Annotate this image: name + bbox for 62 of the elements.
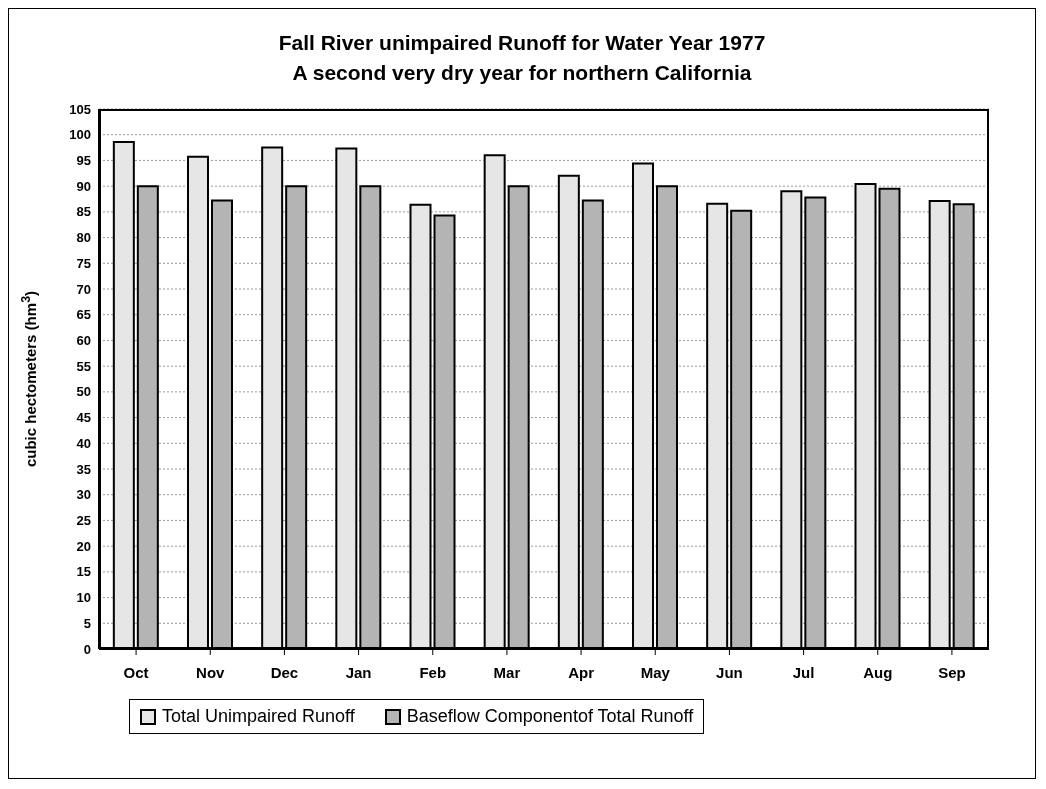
bar (854, 183, 877, 649)
y-tick-label: 20 (76, 538, 91, 554)
y-tick-label: 80 (76, 230, 91, 246)
y-tick-label: 50 (76, 384, 91, 400)
y-tick-label: 85 (76, 204, 91, 220)
x-tick-label: Apr (568, 663, 595, 681)
x-tick-label: Jun (716, 663, 743, 681)
bar (804, 196, 827, 649)
y-tick-label: 15 (76, 564, 91, 580)
y-tick-label: 90 (76, 178, 91, 194)
bar (359, 185, 382, 649)
bar (656, 185, 678, 649)
y-tick-label: 30 (76, 487, 91, 503)
bar (706, 202, 729, 649)
y-tick-label: 35 (76, 461, 91, 477)
bar (483, 154, 506, 649)
x-tick-label: Dec (270, 663, 299, 681)
bar (632, 162, 654, 649)
x-tick-label: Jan (345, 663, 372, 681)
bar (211, 199, 233, 649)
chart-subtitle: A second very dry year for northern California (291, 61, 753, 85)
bar (136, 185, 159, 649)
bar (952, 203, 975, 649)
x-tick-label: Jul (792, 663, 815, 681)
bar (730, 209, 753, 649)
y-tick-label: 0 (83, 641, 91, 657)
y-tick-label: 25 (76, 513, 91, 529)
x-tick-label: Sep (938, 663, 966, 681)
bar (581, 199, 604, 649)
x-tick-label: Feb (419, 663, 447, 681)
bar (557, 174, 580, 649)
y-tick-label: 105 (69, 101, 91, 117)
x-tick-label: Oct (123, 663, 149, 681)
legend-label: Baseflow Componentof Total Runoff (406, 706, 694, 727)
x-tick-label: Mar (493, 663, 521, 681)
x-tick-label: Aug (863, 663, 893, 681)
bar (187, 155, 209, 649)
x-tick-label: May (640, 663, 671, 681)
y-tick-label: 5 (83, 615, 91, 631)
legend-label: Total Unimpaired Runoff (162, 706, 355, 727)
bar (112, 140, 135, 649)
y-tick-label: 75 (76, 255, 91, 271)
y-tick-label: 40 (76, 435, 91, 451)
bar (928, 200, 951, 649)
bar (433, 214, 456, 649)
y-tick-label: 45 (76, 410, 91, 426)
bar (409, 203, 432, 649)
y-tick-label: 10 (76, 590, 91, 606)
bar (780, 190, 803, 649)
y-tick-label: 95 (76, 153, 91, 169)
bar (878, 187, 901, 649)
bar (261, 146, 284, 649)
bar (335, 147, 358, 649)
bar (507, 185, 530, 649)
x-tick-label: Nov (196, 663, 226, 681)
y-tick-label: 60 (76, 333, 91, 349)
y-tick-label: 65 (76, 307, 91, 323)
y-tick-label: 70 (76, 281, 91, 297)
chart-title: Fall River unimpaired Runoff for Water Year 1977 (277, 31, 767, 55)
y-tick-label: 55 (76, 358, 91, 374)
y-tick-label: 100 (69, 127, 91, 143)
bar (285, 185, 308, 649)
